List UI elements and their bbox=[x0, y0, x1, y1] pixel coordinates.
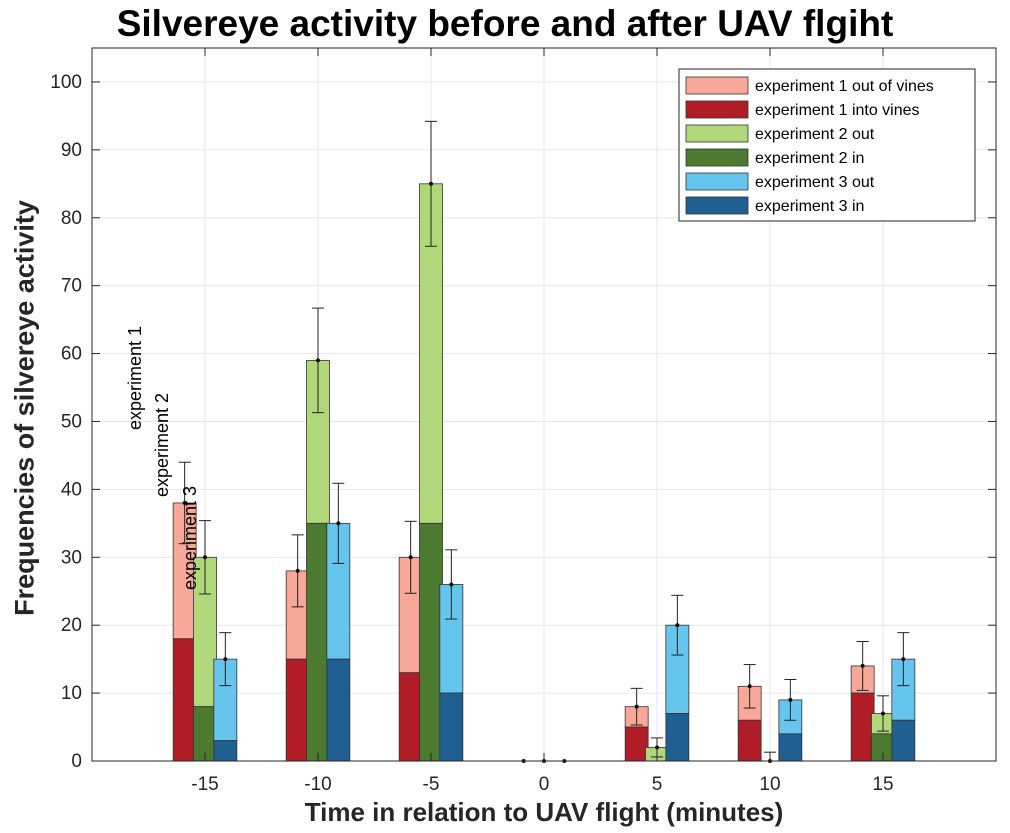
y-tick-label: 80 bbox=[61, 208, 82, 229]
x-tick-label: -10 bbox=[304, 774, 331, 795]
x-tick-label: 15 bbox=[872, 774, 893, 795]
data-point bbox=[429, 181, 433, 186]
y-tick-label: 90 bbox=[61, 140, 82, 161]
legend-entry-label: experiment 3 in bbox=[755, 198, 864, 215]
annotation-label: experiment 1 bbox=[125, 326, 145, 430]
bar-in-segment bbox=[419, 522, 443, 762]
data-point bbox=[881, 711, 885, 716]
bar-in-segment bbox=[326, 658, 351, 762]
x-tick-label: 5 bbox=[652, 774, 663, 795]
y-tick-label: 10 bbox=[61, 683, 82, 704]
bar-in-segment bbox=[891, 719, 916, 762]
bar-in-segment bbox=[193, 706, 217, 762]
y-tick-label: 30 bbox=[61, 547, 82, 568]
data-point bbox=[655, 745, 659, 750]
x-tick-label: -15 bbox=[191, 774, 218, 795]
bar-in-segment bbox=[850, 692, 875, 762]
bar-in-segment bbox=[398, 672, 423, 762]
bar-in-segment bbox=[213, 740, 238, 762]
data-point bbox=[316, 358, 320, 363]
bar-in-segment bbox=[439, 692, 464, 762]
x-axis-label: Time in relation to UAV flight (minutes) bbox=[304, 797, 784, 827]
data-point bbox=[788, 697, 793, 702]
annotation-label: experiment 2 bbox=[152, 393, 172, 497]
legend-entry-label: experiment 2 in bbox=[755, 150, 864, 167]
y-tick-label: 20 bbox=[61, 615, 82, 636]
data-point bbox=[408, 555, 413, 560]
legend-swatch bbox=[685, 76, 749, 95]
data-point bbox=[634, 704, 639, 709]
y-tick-label: 100 bbox=[50, 72, 82, 93]
data-point bbox=[747, 684, 752, 689]
legend-swatch bbox=[685, 100, 749, 119]
data-point bbox=[336, 521, 341, 526]
data-point bbox=[675, 623, 680, 628]
legend-entry-label: experiment 1 out of vines bbox=[755, 78, 934, 95]
legend-swatch bbox=[685, 172, 749, 191]
data-point bbox=[295, 568, 300, 573]
bar-in-segment bbox=[624, 726, 649, 762]
legend-swatch bbox=[685, 124, 749, 143]
legend[interactable]: experiment 1 out of vines experiment 1 in… bbox=[678, 68, 976, 222]
bar-in-segment bbox=[737, 719, 762, 762]
x-tick-label: 10 bbox=[759, 774, 780, 795]
y-tick-label: 50 bbox=[61, 411, 82, 432]
bar-in-segment bbox=[778, 733, 803, 762]
data-point bbox=[223, 657, 228, 662]
legend-entry-label: experiment 3 out bbox=[755, 174, 875, 191]
y-tick-label: 60 bbox=[61, 344, 82, 365]
y-axis-label: Frequencies of silvereye activity bbox=[9, 200, 40, 616]
data-point bbox=[449, 582, 454, 587]
bar-in-segment bbox=[306, 522, 330, 762]
bar-in-segment bbox=[172, 638, 197, 762]
data-point bbox=[901, 657, 906, 662]
data-point bbox=[182, 500, 187, 505]
annotations: experiment 1 experiment 2 experiment 3 bbox=[125, 326, 200, 590]
x-tick-label: 0 bbox=[539, 774, 550, 795]
chart-title: Silvereye activity before and after UAV … bbox=[116, 3, 894, 44]
legend-swatch bbox=[685, 148, 749, 167]
y-tick-label: 40 bbox=[61, 479, 82, 500]
legend-entry-label: experiment 2 out bbox=[755, 126, 875, 143]
y-tick-label: 70 bbox=[61, 276, 82, 297]
data-point bbox=[203, 555, 207, 560]
legend-entry-label: experiment 1 into vines bbox=[755, 102, 920, 119]
axes: 0 10 20 30 40 50 60 70 80 90 100 -15 -10 -5 0 5 10 15 bbox=[50, 47, 997, 795]
bar-in-segment bbox=[665, 713, 690, 762]
y-tick-label: 0 bbox=[71, 751, 82, 772]
bar-in-segment bbox=[285, 658, 310, 762]
data-point bbox=[860, 663, 865, 668]
legend-swatch bbox=[685, 196, 749, 215]
x-tick-label: -5 bbox=[423, 774, 440, 795]
annotation-label: experiment 3 bbox=[180, 486, 200, 590]
